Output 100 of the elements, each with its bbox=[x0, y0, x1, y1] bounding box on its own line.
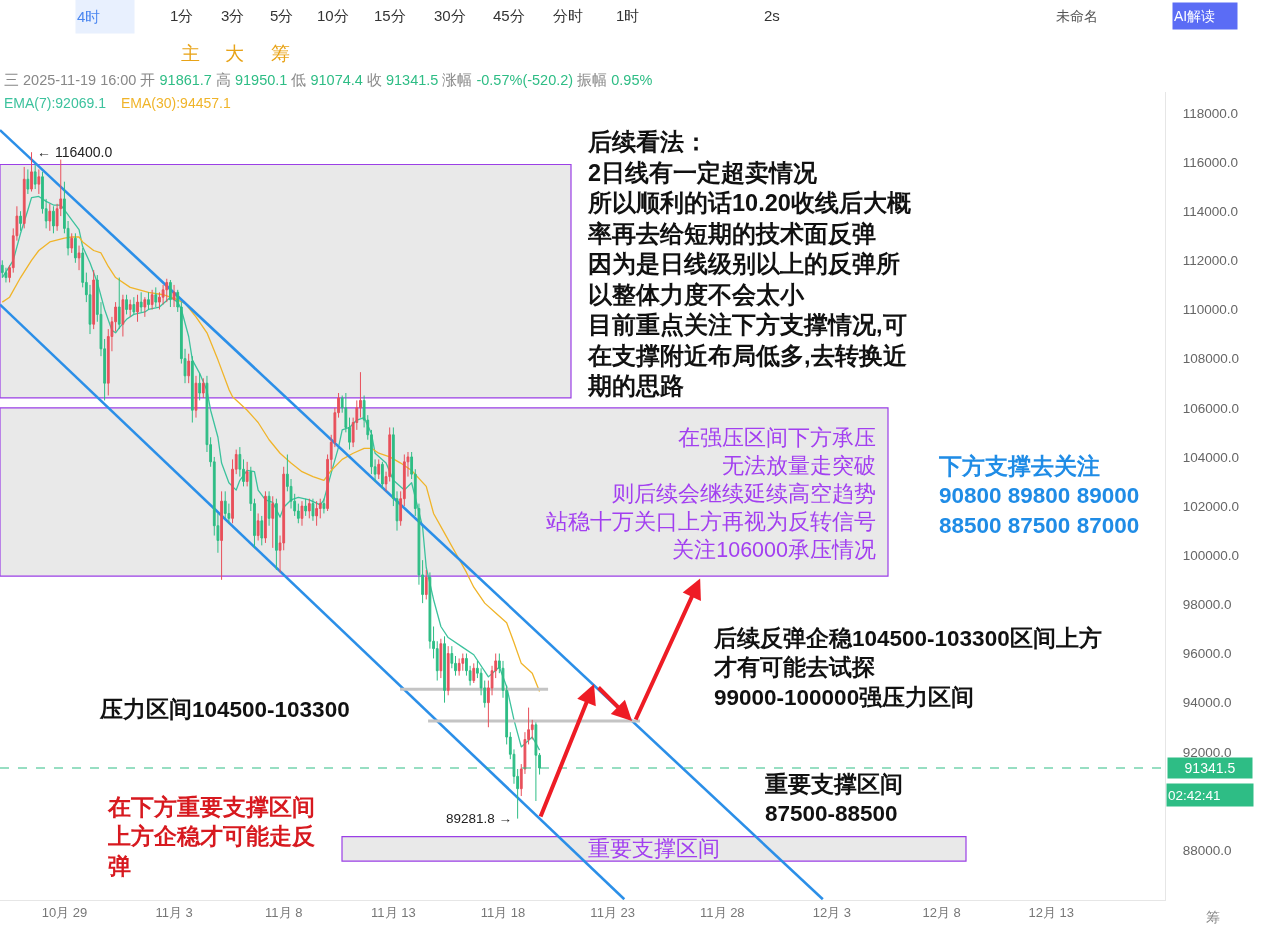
x-tick-label: 11月 13 bbox=[371, 904, 416, 920]
line-series bbox=[1, 195, 541, 751]
candlestick bbox=[172, 284, 176, 308]
text: 5分 bbox=[270, 7, 294, 24]
candlestick bbox=[275, 498, 278, 571]
x-tick-label: 11月 23 bbox=[590, 904, 635, 920]
text: 15分 bbox=[374, 7, 406, 24]
y-tick-label: 100000.0 bbox=[1182, 547, 1240, 563]
candlestick bbox=[256, 512, 260, 541]
candlestick bbox=[424, 569, 428, 600]
candlestick bbox=[472, 662, 476, 684]
x-tick-label: 11月 3 bbox=[155, 904, 193, 920]
text: EMA(30):94457.1 bbox=[121, 95, 231, 111]
text: 02:42:41 bbox=[1168, 787, 1221, 803]
text: 10分 bbox=[317, 7, 349, 24]
x-tick-label: 11月 18 bbox=[480, 904, 526, 920]
candlestick bbox=[77, 245, 81, 271]
candlestick bbox=[443, 635, 446, 704]
text: EMA(7):92069.1 bbox=[4, 95, 107, 111]
text: 后续看法：2日线有一定超卖情况所以顺利的话10.20收线后大概率再去给短期的技术面反弹因为是日线级别以上的反弹所以整体力度不会太小目前重点关注下方支撑情况,可在支撑附近布局低多,去转换近期的思路 bbox=[588, 129, 911, 400]
text: 筹 bbox=[271, 43, 290, 64]
candlestick bbox=[33, 163, 37, 190]
annotation: 在强压区间下方承压无法放量走突破则后续会继续延续高空趋势站稳十万关口上方再视为反转信号关注106000承压情况 bbox=[546, 426, 876, 562]
candlestick bbox=[260, 515, 264, 546]
candlestick bbox=[300, 500, 304, 527]
candlestick bbox=[381, 461, 384, 490]
y-tick-label: 104000.0 bbox=[1182, 449, 1240, 465]
candlestick bbox=[457, 657, 461, 677]
candlestick bbox=[169, 279, 172, 308]
candlestick bbox=[190, 355, 194, 424]
text: 未命名 bbox=[1056, 8, 1098, 24]
text: 45分 bbox=[493, 7, 525, 24]
y-tick-label: 94000.0 bbox=[1182, 695, 1232, 711]
x-tick-label: 11月 8 bbox=[265, 904, 303, 920]
candlestick bbox=[26, 168, 30, 195]
candlestick bbox=[150, 289, 154, 310]
y-tick-label: 110000.0 bbox=[1182, 302, 1239, 318]
candlestick bbox=[154, 286, 158, 308]
annotation: 压力区间104500-103300 bbox=[99, 697, 350, 722]
text: 4时 bbox=[77, 7, 101, 25]
candlestick bbox=[19, 210, 22, 232]
text: AI解读 bbox=[1174, 8, 1216, 24]
band-label: 重要支撑区间 bbox=[588, 837, 720, 861]
y-tick-label: 114000.0 bbox=[1182, 203, 1239, 219]
candlestick bbox=[271, 495, 275, 549]
y-tick-label: 108000.0 bbox=[1182, 351, 1240, 367]
text: 1分 bbox=[170, 7, 194, 24]
annotation: 下方支撑去关注 90800 89800 89000 88500 87500 87000 bbox=[938, 453, 1140, 538]
candlestick bbox=[267, 490, 271, 527]
candlestick bbox=[37, 168, 41, 195]
text: 1时 bbox=[616, 7, 640, 24]
candlestick bbox=[264, 490, 267, 544]
candlestick bbox=[187, 353, 191, 384]
candlestick bbox=[315, 500, 318, 527]
candlestick bbox=[439, 638, 443, 679]
text: 三 2025-11-19 16:00 开 91861.7 高 91950.1 低 91074.4 收 91341.5 涨幅 -0.57%(-520.2) 振幅 0.95% bbox=[4, 72, 653, 88]
text: 30分 bbox=[434, 7, 466, 24]
candlestick bbox=[220, 490, 223, 581]
candlestick bbox=[52, 205, 55, 234]
x-tick-label: 10月 29 bbox=[41, 904, 88, 920]
candlestick bbox=[194, 375, 198, 419]
candlestick bbox=[322, 498, 326, 514]
candlestick bbox=[377, 458, 381, 480]
candlestick bbox=[128, 299, 132, 318]
text: 2s bbox=[764, 7, 780, 24]
annotation: ← 116400.0 bbox=[37, 144, 113, 160]
candlestick bbox=[70, 232, 74, 254]
candlestick bbox=[132, 296, 136, 315]
candlestick bbox=[125, 294, 128, 315]
candlestick bbox=[165, 278, 169, 303]
candlestick bbox=[147, 291, 150, 310]
x-tick-label: 12月 3 bbox=[812, 904, 852, 920]
candlestick bbox=[534, 721, 538, 802]
candlestick bbox=[143, 296, 147, 318]
candlestick bbox=[22, 166, 26, 229]
candlestick bbox=[48, 203, 52, 232]
text: 主 bbox=[181, 43, 200, 64]
candlestick bbox=[139, 291, 143, 313]
candlestick bbox=[92, 269, 96, 330]
text: 筹 bbox=[1206, 909, 1220, 925]
candlestick bbox=[198, 372, 202, 401]
candlestick bbox=[117, 277, 121, 330]
candlestick bbox=[304, 498, 308, 517]
text: 大 bbox=[225, 43, 244, 64]
y-tick-label: 96000.0 bbox=[1182, 646, 1232, 662]
annotation: 后续反弹企稳104500-103300区间上方才有可能去试探 99000-100000强压力区间 bbox=[713, 625, 1102, 710]
annotation: 在下方重要支撑区间上方企稳才可能走反弹 bbox=[107, 794, 315, 879]
text: 分时 bbox=[553, 7, 583, 24]
ref-line-label: 91341.5 bbox=[1184, 760, 1236, 776]
candlestick bbox=[136, 294, 139, 323]
annotation: 重要支撑区间 87500-88500 bbox=[764, 772, 903, 827]
candlestick bbox=[461, 653, 465, 672]
candlestick bbox=[307, 498, 311, 519]
text: 3分 bbox=[221, 7, 245, 24]
y-tick-label: 98000.0 bbox=[1182, 597, 1232, 613]
candlestick bbox=[121, 294, 125, 338]
candlestick bbox=[30, 151, 33, 193]
y-tick-label: 106000.0 bbox=[1182, 400, 1240, 416]
candlestick bbox=[0, 259, 4, 279]
y-tick-label: 102000.0 bbox=[1182, 498, 1240, 514]
